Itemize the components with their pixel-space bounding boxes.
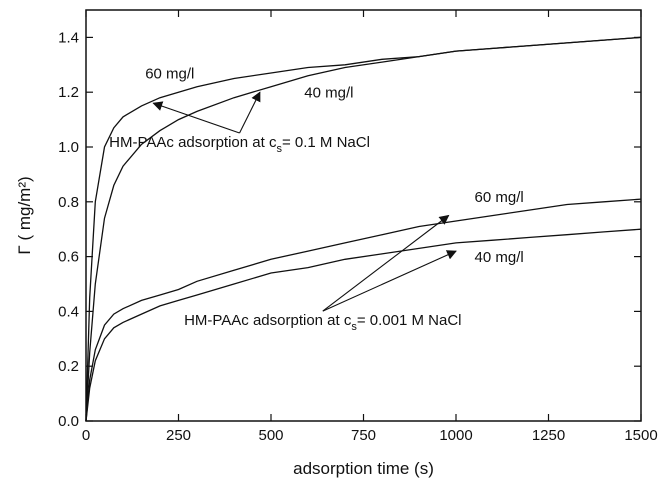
series-line-3: [85, 198, 642, 422]
series-line-1: [85, 36, 642, 422]
y-tick-label: 0.8: [58, 194, 79, 211]
y-axis-title: Γ ( mg/m²): [15, 176, 34, 254]
y-tick-label: 1.0: [58, 139, 79, 156]
curve-label: 40 mg/l: [475, 249, 524, 266]
x-tick-label: 750: [351, 427, 376, 444]
x-tick-label: 1000: [439, 427, 472, 444]
x-tick-label: 1500: [624, 427, 657, 444]
y-tick-label: 0.4: [58, 303, 79, 320]
annotation-caption: HM-PAAc adsorption at cs= 0.001 M NaCl: [184, 312, 461, 333]
curve-label: 60 mg/l: [145, 66, 194, 83]
x-tick-label: 250: [166, 427, 191, 444]
axis-ticks: 0 250 500 750 1000 1250 1500 0.0 0.2 0.4 0.6 0.8 1.0…: [58, 10, 658, 444]
curve-label: 60 mg/l: [475, 189, 524, 206]
annotation-caption: HM-PAAc adsorption at cs= 0.1 M NaCl: [109, 134, 370, 155]
annotation-arrow: [322, 250, 457, 312]
y-tick-label: 1.2: [58, 84, 79, 101]
annotation-arrow: [152, 101, 240, 134]
x-tick-label: 500: [258, 427, 283, 444]
annotation-arrow: [239, 91, 261, 134]
x-tick-label: 0: [82, 427, 90, 444]
y-tick-label: 0.6: [58, 249, 79, 266]
series-layer: [85, 36, 642, 422]
x-axis-title: adsorption time (s): [293, 459, 434, 478]
y-tick-label: 0.2: [58, 358, 79, 375]
annotation-arrow: [322, 214, 450, 312]
series-line-4: [85, 228, 642, 422]
y-tick-label: 0.0: [58, 413, 79, 430]
y-tick-label: 1.4: [58, 29, 79, 46]
annotation-layer: 60 mg/l 40 mg/l 60 mg/l 40 mg/l HM-PAAc adso…: [109, 66, 524, 334]
x-tick-label: 1250: [532, 427, 565, 444]
curve-label: 40 mg/l: [304, 85, 353, 102]
